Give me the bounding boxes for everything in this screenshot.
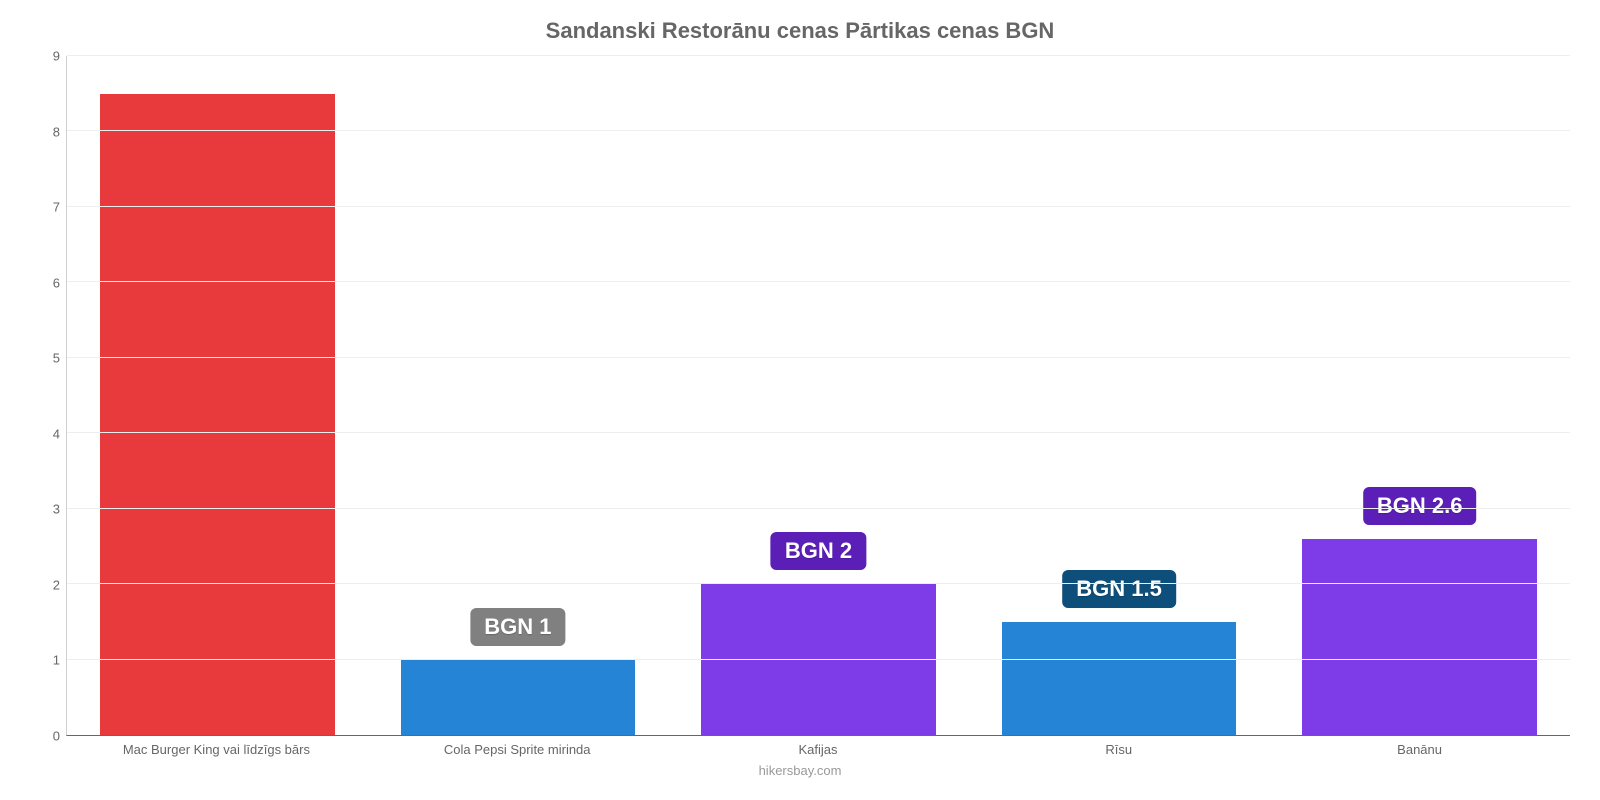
y-tick-label: 8 [53,124,60,139]
grid-line [67,357,1570,358]
bar: BGN 2.6 [1302,539,1536,735]
plot-row: 0123456789 BGN 8.5BGN 1BGN 2BGN 1.5BGN 2… [30,56,1570,736]
y-tick-label: 9 [53,49,60,64]
value-badge: BGN 2 [771,532,866,570]
y-tick-label: 1 [53,653,60,668]
chart-footer: hikersbay.com [30,763,1570,778]
grid-line [67,130,1570,131]
x-axis-label: Rīsu [968,736,1269,757]
y-tick-label: 6 [53,275,60,290]
x-axis-label: Banānu [1269,736,1570,757]
value-badge: BGN 1 [470,608,565,646]
bar-slot: BGN 1 [368,56,669,735]
bar: BGN 1 [401,660,635,735]
y-axis: 0123456789 [30,56,66,736]
y-tick-label: 7 [53,200,60,215]
bar-slot: BGN 8.5 [67,56,368,735]
bars-container: BGN 8.5 BGN 1 BGN 2 BGN 1.5 BGN 2.6 [67,56,1570,735]
bar: BGN 1.5 [1002,622,1236,735]
x-axis-label: Kafijas [668,736,969,757]
grid-line [67,55,1570,56]
y-tick-label: 3 [53,502,60,517]
chart-title: Sandanski Restorānu cenas Pārtikas cenas… [30,18,1570,44]
x-axis: Mac Burger King vai līdzīgs bārsCola Pep… [66,736,1570,757]
price-bar-chart: Sandanski Restorānu cenas Pārtikas cenas… [0,0,1600,800]
value-badge: BGN 2.6 [1363,487,1477,525]
x-axis-label: Cola Pepsi Sprite mirinda [367,736,668,757]
y-tick-label: 5 [53,351,60,366]
bar-slot: BGN 2.6 [1269,56,1570,735]
grid-line [67,659,1570,660]
grid-line [67,281,1570,282]
plot-area: BGN 8.5 BGN 1 BGN 2 BGN 1.5 BGN 2.6 [66,56,1570,736]
y-tick-label: 0 [53,729,60,744]
bar-slot: BGN 2 [668,56,969,735]
grid-line [67,508,1570,509]
y-tick-label: 4 [53,426,60,441]
value-badge: BGN 1.5 [1062,570,1176,608]
grid-line [67,432,1570,433]
y-tick-label: 2 [53,577,60,592]
bar: BGN 2 [701,584,935,735]
grid-line [67,583,1570,584]
bar: BGN 8.5 [100,94,334,735]
bar-slot: BGN 1.5 [969,56,1270,735]
x-axis-label: Mac Burger King vai līdzīgs bārs [66,736,367,757]
grid-line [67,206,1570,207]
